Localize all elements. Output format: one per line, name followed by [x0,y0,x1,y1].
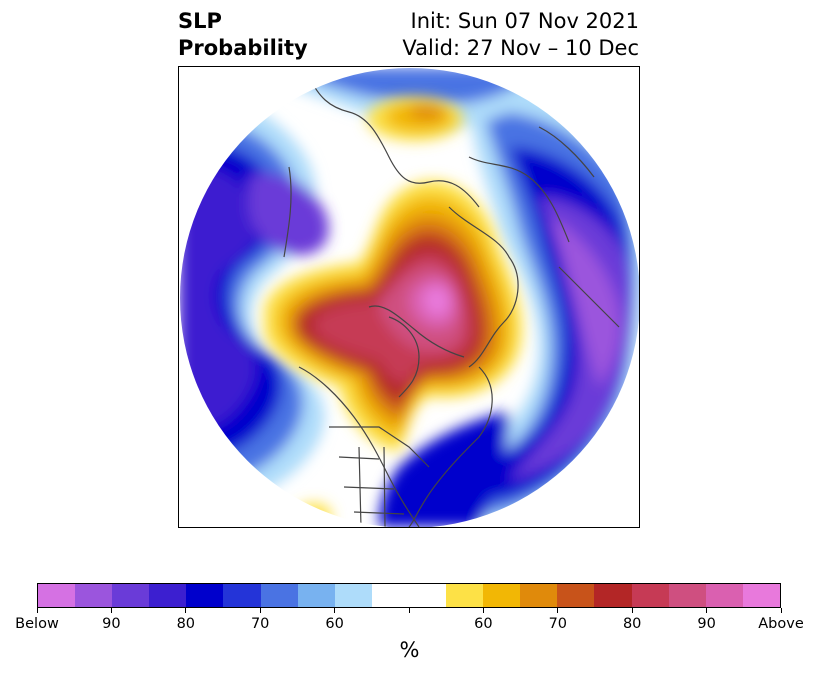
colorbar-tick [408,608,410,613]
colorbar-segment [297,584,335,607]
colorbar-tick-label: 80 [176,616,196,632]
title-variable: SLP [178,9,222,33]
colorbar-segment [371,584,409,607]
title-type: Probability [178,36,308,60]
colorbar-segment [520,584,558,607]
colorbar-tick [706,608,708,613]
colorbar-tick-label: 60 [325,616,344,632]
colorbar-tick [185,608,187,613]
colorbar-segment [112,584,150,607]
colorbar-tick-label: 70 [548,616,568,632]
colorbar-tick [780,608,782,613]
colorbar-tick-label: 70 [250,616,270,632]
polar-map [178,66,640,528]
colorbar-tick [557,608,559,613]
colorbar-tick-label: 60 [474,616,493,632]
above-fields [264,97,523,527]
colorbar-segment [483,584,521,607]
colorbar-tick-label: 90 [697,616,716,632]
map-dates: Init: Sun 07 Nov 2021 Valid: 27 Nov – 10… [402,8,639,62]
colorbar-segment [223,584,261,607]
colorbar-segment [594,584,632,607]
init-date: Init: Sun 07 Nov 2021 [410,9,639,33]
colorbar-segment [75,584,113,607]
colorbar-tick-label: Below [15,616,59,632]
colorbar-segment [408,584,447,607]
colorbar-segment [446,584,484,607]
colorbar-ticks [36,608,782,614]
map-title: SLP Probability [178,8,308,62]
colorbar-segment [557,584,595,607]
colorbar-tick [110,608,112,613]
valid-range: Valid: 27 Nov – 10 Dec [402,36,639,60]
below-fields [180,68,639,527]
colorbar [37,583,781,608]
colorbar-segment [38,584,76,607]
colorbar-tick [482,608,484,613]
colorbar-segment [631,584,669,607]
colorbar-unit: % [399,638,420,662]
colorbar-segment [186,584,224,607]
colorbar-tick [259,608,261,613]
colorbar-segment [705,584,743,607]
colorbar-tick-label: Above [758,616,804,632]
colorbar-tick [334,608,336,613]
colorbar-segment [742,584,780,607]
probability-map-svg [180,68,639,527]
colorbar-segment [149,584,187,607]
colorbar-tick-label: 80 [622,616,642,632]
colorbar-labels: Below 90 80 70 60 60 70 80 90 Above [15,616,804,636]
coastlines [283,76,620,527]
colorbar-segment [260,584,298,607]
colorbar-segment [334,584,372,607]
colorbar-segment [668,584,706,607]
colorbar-tick [36,608,38,613]
colorbar-tick-label: 90 [102,616,121,632]
colorbar-tick [631,608,633,613]
